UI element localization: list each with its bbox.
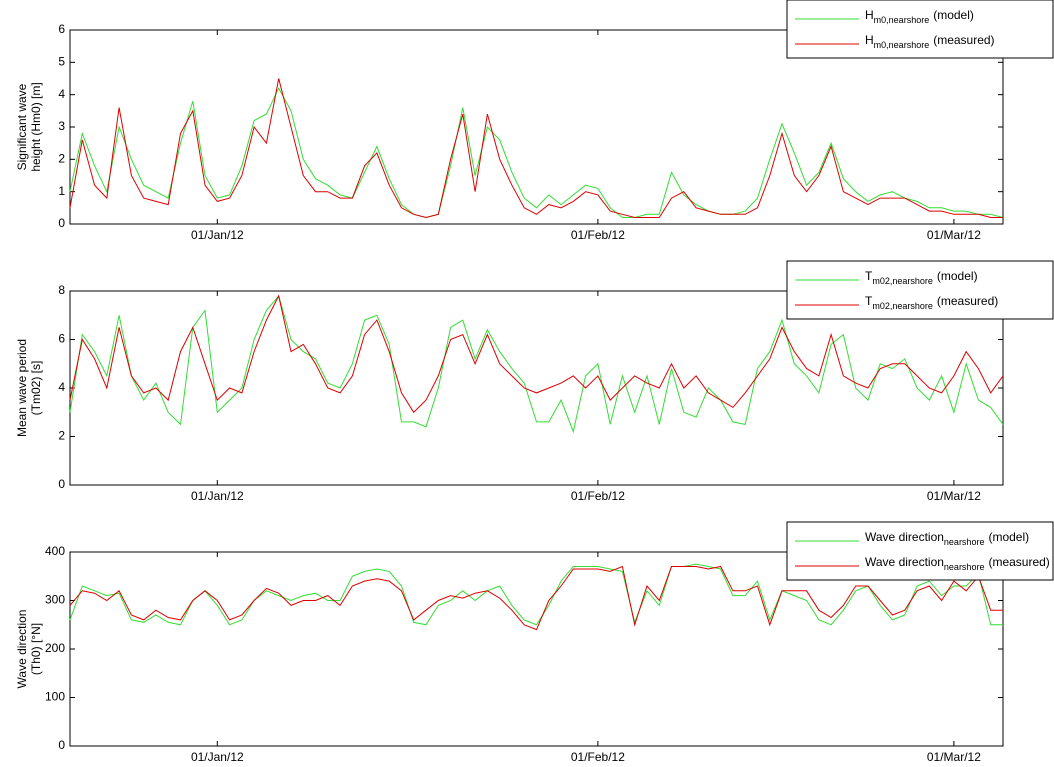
legend-label-sub: nearshore bbox=[944, 562, 985, 572]
y-tick-label: 2 bbox=[58, 152, 65, 166]
legend-label: Wave directionnearshore (model) bbox=[865, 530, 1029, 547]
y-tick-label: 0 bbox=[58, 477, 65, 491]
plot-frame bbox=[69, 29, 1004, 225]
y-tick-label: 8 bbox=[58, 283, 65, 297]
legend-label-base: Wave direction bbox=[865, 530, 944, 544]
data-line bbox=[69, 294, 1004, 414]
data-line bbox=[69, 78, 1003, 219]
x-tick-label: 01/Mar/12 bbox=[927, 750, 981, 764]
y-axis-label: Mean wave period(Tm02) [s] bbox=[15, 339, 43, 437]
legend: Wave directionnearshore (model)Wave direc… bbox=[786, 521, 1054, 581]
y-tick-label: 300 bbox=[45, 593, 65, 607]
data-line bbox=[69, 294, 1004, 434]
legend-label-base: Wave direction bbox=[865, 555, 944, 569]
x-tick-label: 01/Feb/12 bbox=[571, 750, 625, 764]
legend-label-suffix: (model) bbox=[933, 8, 974, 22]
plot-frame bbox=[69, 290, 1004, 486]
y-tick-label: 4 bbox=[58, 380, 65, 394]
y-tick-label: 3 bbox=[58, 119, 65, 133]
y-tick-label: 2 bbox=[58, 429, 65, 443]
y-axis-label-line: Significant wave bbox=[15, 83, 29, 170]
legend-label: Hm0,nearshore (measured) bbox=[865, 33, 995, 50]
y-axis-label-line: Mean wave period bbox=[15, 339, 29, 437]
legend-box bbox=[786, 260, 1054, 320]
legend-label: Hm0,nearshore (model) bbox=[865, 8, 974, 25]
x-tick-label: 01/Feb/12 bbox=[571, 228, 625, 242]
y-axis-label: Significant waveheight (Hm0) [m] bbox=[15, 82, 43, 171]
legend-label-suffix: (measured) bbox=[933, 33, 994, 47]
y-tick-label: 4 bbox=[58, 87, 65, 101]
x-tick-label: 01/Mar/12 bbox=[927, 489, 981, 503]
legend-label-suffix: (model) bbox=[937, 269, 978, 283]
data-line bbox=[69, 563, 1003, 626]
legend-label-suffix: (measured) bbox=[988, 555, 1049, 569]
y-tick-label: 1 bbox=[58, 184, 65, 198]
legend-label-sub: m0,nearshore bbox=[874, 15, 930, 25]
x-tick-label: 01/Jan/12 bbox=[191, 750, 244, 764]
legend-box bbox=[786, 0, 1054, 59]
legend-label-suffix: (model) bbox=[988, 530, 1029, 544]
y-tick-label: 400 bbox=[45, 544, 65, 558]
legend-label-sub: nearshore bbox=[944, 537, 985, 547]
x-tick-label: 01/Jan/12 bbox=[191, 489, 244, 503]
y-tick-label: 0 bbox=[58, 216, 65, 230]
y-tick-label: 0 bbox=[58, 738, 65, 752]
x-tick-label: 01/Feb/12 bbox=[571, 489, 625, 503]
legend: Tm02,nearshore (model) Tm02,nearshore (meas… bbox=[786, 260, 1054, 320]
legend-label-base: T bbox=[865, 294, 873, 308]
y-axis-label: Wave direction(Th0) [°N] bbox=[15, 610, 43, 689]
legend-label-base: T bbox=[865, 269, 873, 283]
legend: Hm0,nearshore (model)Hm0,nearshore (measur… bbox=[786, 0, 1054, 59]
legend-label-base: H bbox=[865, 33, 874, 47]
data-line bbox=[69, 565, 1003, 631]
y-tick-label: 100 bbox=[45, 690, 65, 704]
legend-label: Wave directionnearshore (measured) bbox=[865, 555, 1050, 572]
y-axis-label-line: height (Hm0) [m] bbox=[29, 82, 43, 171]
legend-label-sub: m0,nearshore bbox=[874, 40, 930, 50]
y-axis-label-line: Wave direction bbox=[15, 610, 29, 689]
legend-box bbox=[786, 521, 1054, 581]
legend-label: Tm02,nearshore (measured) bbox=[865, 294, 998, 311]
y-tick-label: 200 bbox=[45, 641, 65, 655]
plot-frame bbox=[69, 551, 1004, 747]
legend-label-sub: m02,nearshore bbox=[872, 276, 933, 286]
y-tick-label: 6 bbox=[58, 332, 65, 346]
y-axis-label-line: (Tm02) [s] bbox=[29, 361, 43, 416]
legend-label: Tm02,nearshore (model) bbox=[865, 269, 978, 286]
y-tick-label: 5 bbox=[58, 55, 65, 69]
data-line bbox=[69, 87, 1004, 219]
legend-label-suffix: (measured) bbox=[937, 294, 998, 308]
x-tick-label: 01/Mar/12 bbox=[927, 228, 981, 242]
legend-label-sub: m02,nearshore bbox=[872, 301, 933, 311]
y-tick-label: 6 bbox=[58, 22, 65, 36]
x-tick-label: 01/Jan/12 bbox=[191, 228, 244, 242]
y-axis-label-line: (Th0) [°N] bbox=[29, 623, 43, 675]
legend-label-base: H bbox=[865, 8, 874, 22]
